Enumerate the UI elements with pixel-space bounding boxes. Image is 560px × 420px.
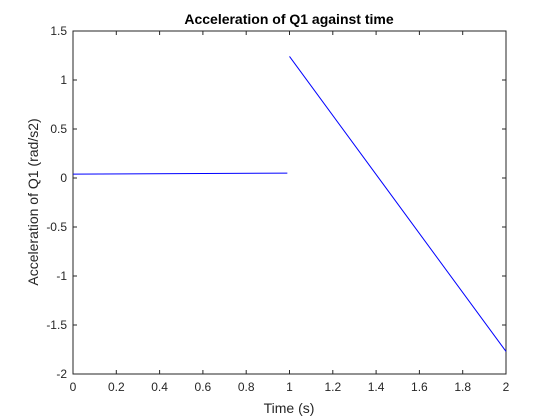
x-tick-label: 1.8 [454,380,471,394]
x-tick-label: 0.8 [238,380,255,394]
y-tick-label: -0.5 [46,220,67,234]
x-tick-label: 1.4 [368,380,385,394]
x-tick-label: 0.6 [195,380,212,394]
x-tick-label: 0 [70,380,77,394]
x-tick-label: 0.4 [151,380,168,394]
x-axis-label: Time (s) [264,400,315,416]
x-tick-label: 1.2 [324,380,341,394]
x-tick-label: 1 [286,380,293,394]
series-layer [72,56,507,352]
y-tick-label: 0 [60,171,67,185]
plot-area [72,30,507,375]
y-tick-label: -1.5 [46,318,67,332]
y-tick-label: -1 [56,269,67,283]
chart-title: Acceleration of Q1 against time [184,11,393,27]
y-axis-label: Acceleration of Q1 (rad/s2) [25,118,41,285]
x-axis: 0 0.2 0.4 0.6 0.8 1 1.2 1.4 1.6 1.8 2 [70,31,510,394]
x-tick-label: 0.2 [108,380,125,394]
x-tick-label: 1.6 [411,380,428,394]
series-line-segment [289,56,507,352]
y-tick-label: 1 [60,73,67,87]
y-tick-label: 1.5 [50,24,67,38]
y-tick-label: 0.5 [50,122,67,136]
y-axis: -2 -1.5 -1 -0.5 0 0.5 1 1.5 [46,24,506,381]
x-tick-label: 2 [503,380,510,394]
y-tick-label: -2 [56,367,67,381]
series-line-segment [72,172,288,175]
